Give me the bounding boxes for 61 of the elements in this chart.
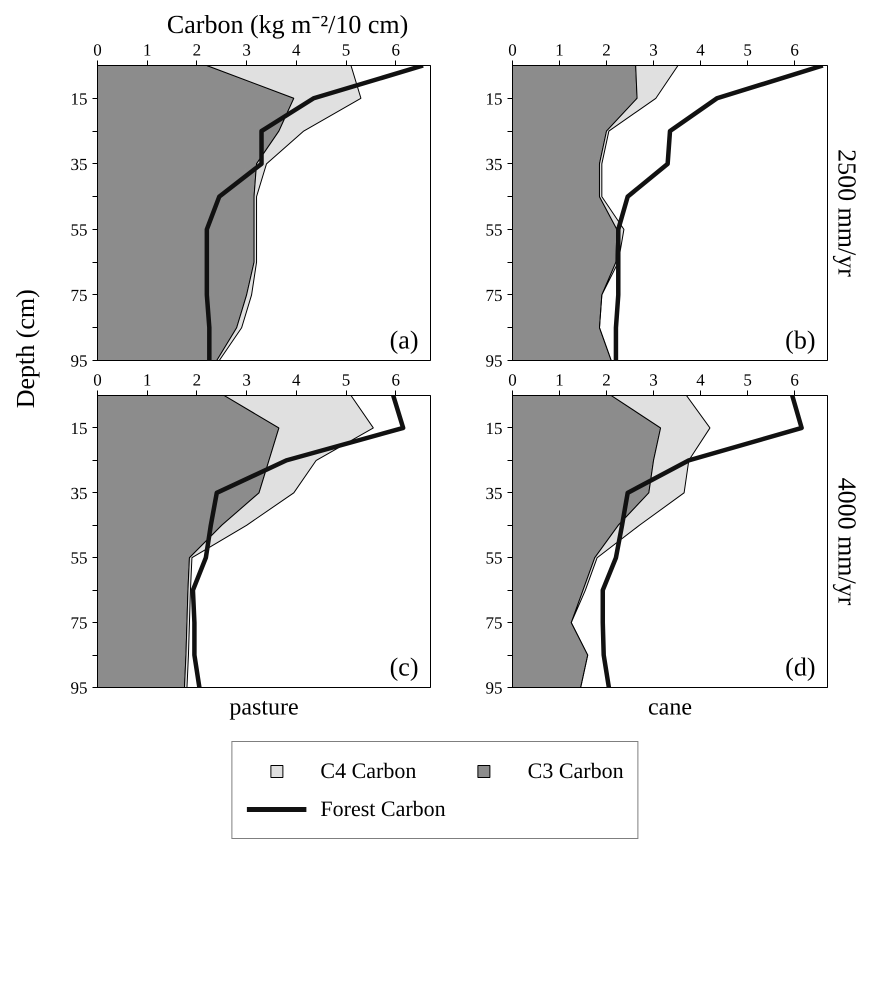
annotation: (a) bbox=[390, 326, 419, 354]
legend-label: Forest Carbon bbox=[320, 796, 446, 822]
x-tick-label: 4 bbox=[696, 370, 706, 390]
x-tick-label: 4 bbox=[696, 40, 706, 60]
x-tick-label: 6 bbox=[790, 40, 799, 60]
y-tick-label: 35 bbox=[486, 484, 502, 503]
x-tick-label: 5 bbox=[743, 370, 752, 390]
x-tick-label: 2 bbox=[192, 40, 202, 60]
x-tick-label: 4 bbox=[292, 370, 302, 390]
y-tick-label: 35 bbox=[70, 484, 88, 503]
x-tick-label: 3 bbox=[649, 40, 658, 60]
x-tick-label: 3 bbox=[649, 370, 658, 390]
y-tick-label: 75 bbox=[70, 614, 88, 633]
x-tick-label: 5 bbox=[342, 40, 350, 60]
legend-label: C3 Carbon bbox=[528, 758, 624, 784]
y-tick-label: 55 bbox=[486, 548, 502, 568]
x-tick-label: 5 bbox=[743, 40, 752, 60]
x-tick-label: 2 bbox=[602, 370, 611, 390]
y2-axis-title: 2500 mm/yr bbox=[832, 149, 862, 278]
y-tick-label: 95 bbox=[486, 678, 502, 698]
y-axis-title: Depth (cm) bbox=[10, 289, 40, 408]
y-tick-label: 15 bbox=[486, 89, 502, 108]
annotation: (b) bbox=[785, 326, 816, 354]
x-tick-label: 1 bbox=[142, 40, 152, 60]
legend-label: C4 Carbon bbox=[320, 758, 416, 784]
x-tick-label: 3 bbox=[242, 370, 251, 390]
x-tick-label: 6 bbox=[391, 370, 400, 390]
x-tick-label: 1 bbox=[142, 370, 152, 390]
x-tick-label: 2 bbox=[602, 40, 611, 60]
x-tick-label: 4 bbox=[292, 40, 302, 60]
annotation: (c) bbox=[390, 652, 419, 682]
x-tick-label: 6 bbox=[790, 370, 799, 390]
y-tick-label: 15 bbox=[70, 418, 88, 438]
y-tick-label: 75 bbox=[486, 286, 502, 305]
x-tick-label: 2 bbox=[192, 370, 202, 390]
x-axis-title: cane bbox=[648, 694, 692, 720]
x-tick-label: 1 bbox=[555, 370, 564, 390]
x-tick-label: 0 bbox=[508, 40, 517, 60]
y-tick-label: 55 bbox=[70, 220, 88, 240]
x-tick-label: 0 bbox=[93, 40, 102, 60]
y-tick-label: 35 bbox=[70, 154, 88, 174]
y-tick-label: 15 bbox=[70, 89, 88, 108]
y-tick-label: 95 bbox=[70, 678, 88, 698]
y-tick-label: 15 bbox=[486, 418, 502, 438]
x-tick-label: 1 bbox=[555, 40, 564, 60]
x-axis-title: Carbon (kg m⁻²/10 cm) bbox=[166, 10, 408, 39]
x-tick-label: 3 bbox=[242, 40, 251, 60]
y-tick-label: 55 bbox=[486, 220, 502, 240]
x-tick-label: 0 bbox=[93, 370, 102, 390]
y-tick-label: 35 bbox=[486, 154, 502, 174]
y-tick-label: 55 bbox=[70, 548, 88, 568]
x-axis-title: pasture bbox=[229, 694, 299, 720]
y2-axis-title: 4000 mm/yr bbox=[832, 478, 862, 606]
y-tick-label: 75 bbox=[70, 286, 88, 305]
x-tick-label: 5 bbox=[342, 370, 350, 390]
y-tick-label: 75 bbox=[486, 614, 502, 633]
annotation: (d) bbox=[785, 652, 816, 682]
y-tick-label: 95 bbox=[70, 352, 88, 370]
y-tick-label: 95 bbox=[486, 352, 502, 370]
x-tick-label: 0 bbox=[508, 370, 517, 390]
x-tick-label: 6 bbox=[391, 40, 400, 60]
